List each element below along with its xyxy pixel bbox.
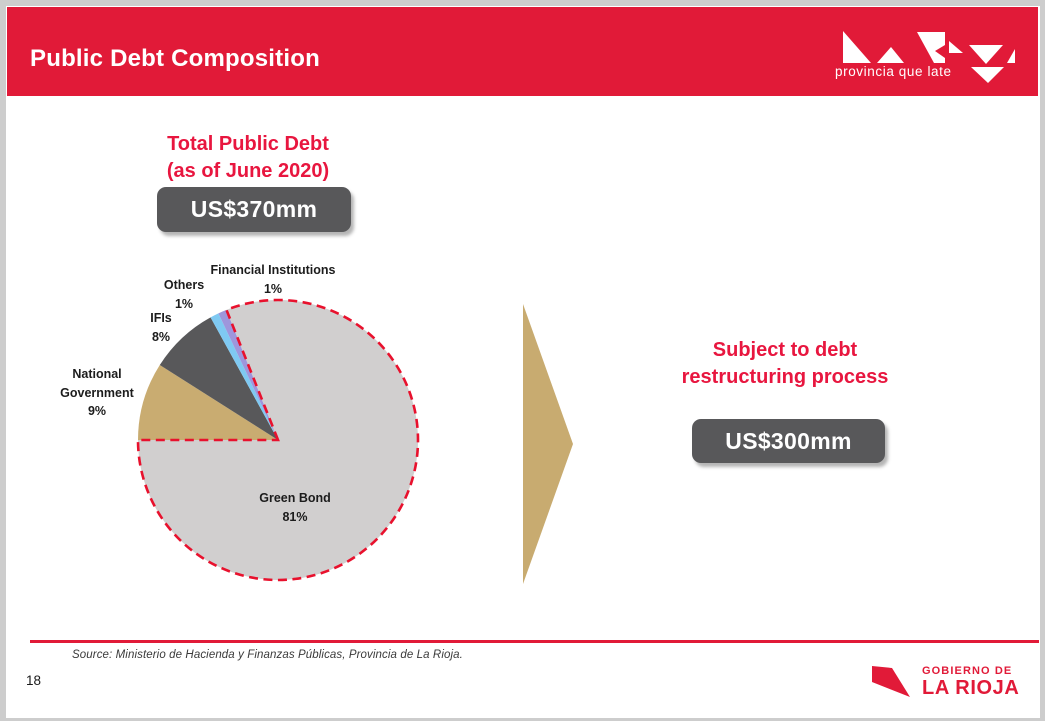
total-debt-title: Total Public Debt (as of June 2020): [167, 131, 329, 185]
restructuring-badge: US$300mm: [692, 419, 885, 463]
pie-slice-national-government: [138, 364, 278, 440]
total-debt-title-line1: Total Public Debt: [167, 133, 329, 155]
pie-chart-svg: [136, 298, 420, 582]
flow-arrow-shape: [523, 304, 573, 584]
page-number: 18: [26, 673, 42, 688]
slice-label-green-bond: Green Bond 81%: [259, 491, 331, 524]
restructuring-dashed-outline: [136, 298, 420, 582]
gobierno-logo-line2: LA RIOJA: [922, 677, 1020, 699]
provincia-logo-tagline: provincia que late: [835, 64, 952, 79]
gobierno-logo-line1: GOBIERNO DE: [922, 665, 1013, 677]
slice-label-others: Others 1%: [163, 278, 205, 311]
gobierno-logo-text: GOBIERNO DE LA RIOJA: [922, 665, 1020, 699]
slice-label-financial-institutions: Financial Institutions 1%: [210, 263, 336, 296]
pie-slice-financial-institutions: [218, 309, 278, 440]
slice-label-ifis: IFIs 8%: [150, 311, 172, 344]
pie-slice-others: [210, 313, 278, 440]
restructuring-title: Subject to debt restructuring process: [682, 337, 889, 391]
pie-slice-ifis: [159, 317, 278, 440]
restructuring-title-line1: Subject to debt: [712, 339, 858, 361]
slice-label-national-government: National Government 9%: [60, 367, 134, 418]
restructuring-title-line2: restructuring process: [681, 366, 889, 388]
header-bar: [7, 7, 1038, 96]
total-debt-badge: US$370mm: [157, 187, 351, 232]
source-text: Source: Ministerio de Hacienda y Finanza…: [72, 649, 463, 661]
gobierno-triangle-icon: [872, 666, 910, 697]
total-debt-title-line2: (as of June 2020): [166, 160, 330, 182]
flow-arrow-icon: [523, 304, 573, 584]
footer-divider: [30, 640, 1039, 643]
provincia-logo-icon: [843, 31, 1015, 83]
page-title: Public Debt Composition: [30, 45, 320, 72]
